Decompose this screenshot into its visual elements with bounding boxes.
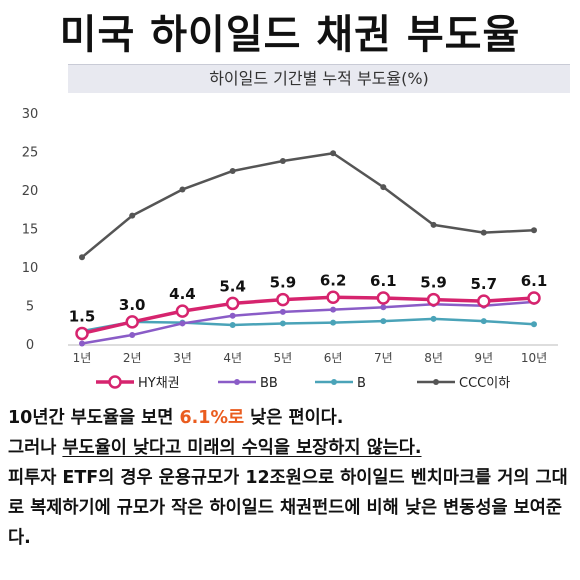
body-text: 10년간 부도율을 보면 6.1%로 낮은 편이다. 그러나 부도율이 낮다고 … <box>8 403 574 553</box>
series-line <box>81 152 535 259</box>
y-tick-label: 30 <box>22 107 39 122</box>
x-tick-label: 3년 <box>173 351 192 365</box>
x-tick-label: 9년 <box>474 351 493 365</box>
x-tick-label: 10년 <box>521 351 547 365</box>
legend-marker <box>433 379 439 385</box>
data-point <box>129 212 136 219</box>
data-point <box>376 291 391 305</box>
data-label: 6.1 <box>370 272 397 290</box>
data-point <box>175 304 190 318</box>
legend-label: B <box>357 376 366 391</box>
data-point <box>426 292 441 307</box>
x-tick-label: 1년 <box>73 351 92 365</box>
y-tick-label: 20 <box>22 184 39 199</box>
data-point <box>531 321 537 328</box>
data-point <box>480 318 487 325</box>
data-point <box>480 229 487 236</box>
y-tick-label: 5 <box>26 300 34 315</box>
body-line-1-post: 낮은 편이다. <box>244 408 344 428</box>
underlined-statement: 부도율이 낮다고 미래의 수익을 보장하지 않는다. <box>62 438 422 458</box>
y-tick-label: 0 <box>26 338 34 353</box>
data-label: 5.7 <box>470 275 497 293</box>
data-label: 6.2 <box>320 271 347 289</box>
series-line <box>81 295 535 336</box>
x-tick-label: 8년 <box>424 351 443 365</box>
legend-label: BB <box>260 376 278 391</box>
body-line-1-pre: 10년간 부도율을 보면 <box>8 408 180 428</box>
data-label: 6.1 <box>521 272 548 290</box>
body-line-3: 피투자 ETF의 경우 운용규모가 12조원으로 하이일드 벤치마크를 거의 그… <box>8 468 568 548</box>
data-point <box>330 306 337 313</box>
data-point <box>225 296 240 311</box>
data-point <box>79 340 85 347</box>
data-label: 5.4 <box>219 277 246 295</box>
data-point <box>179 186 186 193</box>
data-point <box>279 320 286 327</box>
data-point <box>279 157 286 164</box>
y-tick-label: 15 <box>22 223 39 238</box>
series-line <box>81 317 535 333</box>
x-tick-label: 7년 <box>374 351 393 365</box>
body-line-2: 그러나 부도율이 낮다고 미래의 수익을 보장하지 않는다. <box>8 433 574 463</box>
data-point <box>75 326 89 341</box>
line-chart: 0 5 10 15 20 25 30 1년 2년 3년 4년 5년 6년 7년 8년 9년 10년 1.5 3.0 4… <box>22 107 558 391</box>
headline: 미국 하이일드 채권 부도율 <box>59 12 521 58</box>
data-point <box>179 320 186 327</box>
x-tick-label: 2년 <box>123 351 142 365</box>
body-line-1: 10년간 부도율을 보면 6.1%로 낮은 편이다. <box>8 403 574 433</box>
data-label: 5.9 <box>270 274 297 292</box>
data-label: 5.9 <box>420 274 447 292</box>
legend-label: CCC이하 <box>459 376 510 391</box>
data-label: 3.0 <box>119 296 146 314</box>
data-point <box>330 150 337 157</box>
y-tick-label: 25 <box>22 146 39 161</box>
data-point <box>229 312 236 319</box>
legend-label: HY채권 <box>138 376 180 391</box>
data-point <box>430 221 437 228</box>
chart-title: 하이일드 기간별 누적 부도율(%) <box>68 64 570 93</box>
data-point <box>330 319 337 326</box>
x-tick-label: 6년 <box>324 351 343 365</box>
data-point <box>380 304 387 311</box>
legend-marker <box>331 379 337 385</box>
x-tick-label: 4년 <box>223 351 242 365</box>
y-tick-label: 10 <box>22 261 39 276</box>
x-tick-label: 5년 <box>274 351 293 365</box>
data-point <box>79 254 85 261</box>
legend-marker <box>108 375 122 389</box>
data-point <box>326 290 340 305</box>
legend-marker <box>234 379 240 385</box>
body-line-2-pre: 그러나 <box>8 438 63 458</box>
data-point <box>229 167 236 174</box>
data-point <box>380 184 387 191</box>
data-label: 4.4 <box>169 285 196 303</box>
data-point <box>129 331 136 338</box>
data-point <box>276 292 290 307</box>
series-line <box>81 300 535 345</box>
data-point <box>229 321 236 328</box>
data-point <box>380 318 387 325</box>
data-point <box>477 294 491 308</box>
data-label: 1.5 <box>69 307 96 325</box>
data-point <box>279 308 286 315</box>
data-point <box>430 315 437 322</box>
data-point <box>531 227 537 234</box>
data-point <box>125 315 139 329</box>
chart-container: 0 5 10 15 20 25 30 1년 2년 3년 4년 5년 6년 7년 8년 9년 10년 1.5 3.0 4… <box>10 64 570 394</box>
default-rate-highlight: 6.1%로 <box>179 408 245 428</box>
data-point <box>527 291 541 305</box>
